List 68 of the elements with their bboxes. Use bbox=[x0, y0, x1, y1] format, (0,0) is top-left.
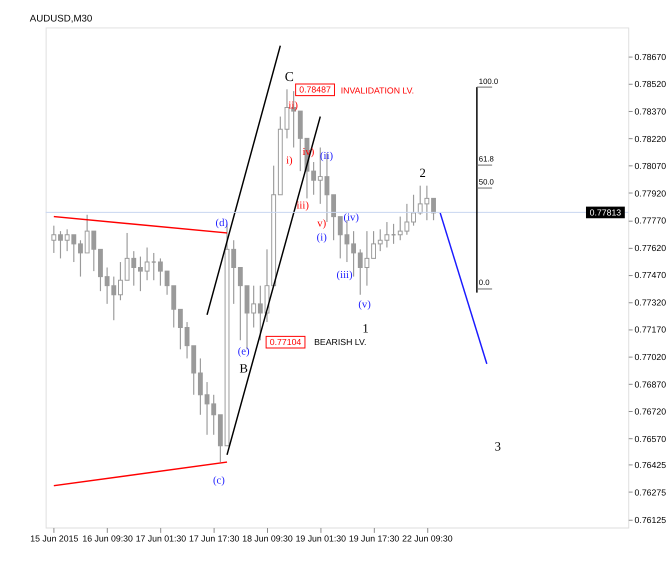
annotation: (ii) bbox=[320, 150, 334, 162]
candlestick bbox=[378, 228, 383, 252]
candlestick bbox=[398, 216, 403, 241]
annotation: (e) bbox=[238, 345, 250, 358]
annotation: 50.0 bbox=[478, 177, 494, 186]
candlestick bbox=[111, 276, 116, 321]
y-tick-label: 0.78070 bbox=[634, 161, 666, 172]
annotation: INVALIDATION LV. bbox=[340, 86, 414, 96]
x-tick-label: 22 Jun 09:30 bbox=[402, 534, 453, 544]
annotation: ii) bbox=[288, 99, 298, 112]
y-tick-label: 0.76720 bbox=[634, 406, 666, 417]
y-tick-label: 0.77770 bbox=[634, 216, 666, 226]
y-tick-label: 0.76425 bbox=[634, 460, 666, 470]
y-tick-label: 0.77320 bbox=[634, 297, 666, 308]
annotation: C bbox=[284, 68, 294, 84]
y-tick-label: 0.76125 bbox=[634, 514, 666, 525]
candlestick bbox=[338, 216, 343, 259]
annotation: i) bbox=[286, 154, 294, 166]
annotation: iii) bbox=[296, 199, 310, 212]
y-tick-label: 0.78220 bbox=[634, 134, 666, 144]
chart-title: AUDUSD,M30 bbox=[30, 14, 93, 25]
annotation: BEARISH LV. bbox=[314, 337, 366, 348]
candlestick bbox=[390, 223, 396, 244]
annotation: 0.78487 bbox=[299, 84, 331, 95]
x-tick-label: 19 Jun 17:30 bbox=[348, 534, 400, 544]
x-tick-label: 17 Jun 01:30 bbox=[136, 534, 186, 544]
annotation: 61.8 bbox=[478, 154, 494, 164]
annotation: 2 bbox=[419, 166, 426, 180]
ref-line-label: 0.77813 bbox=[590, 207, 622, 218]
annotation: (iii) bbox=[336, 269, 353, 282]
candlestick bbox=[151, 252, 156, 281]
x-tick-label: 15 Jun 2015 bbox=[30, 534, 78, 544]
candlestick bbox=[358, 248, 363, 296]
candlestick bbox=[384, 221, 390, 248]
annotation: (iv) bbox=[344, 211, 360, 224]
y-tick-label: 0.76275 bbox=[634, 487, 666, 498]
candlestick bbox=[211, 394, 216, 436]
annotation: (c) bbox=[212, 474, 226, 487]
candlestick bbox=[91, 230, 96, 272]
annotation: (d) bbox=[216, 216, 228, 229]
candlestick bbox=[231, 240, 236, 304]
annotation: (v) bbox=[358, 298, 372, 310]
x-tick-label: 16 Jun 09:30 bbox=[82, 534, 133, 544]
annotation: 0.77104 bbox=[270, 337, 302, 348]
y-tick-label: 0.76870 bbox=[634, 379, 666, 390]
annotation: B bbox=[239, 362, 248, 376]
y-tick-label: 0.77170 bbox=[634, 324, 666, 335]
annotation: 1 bbox=[362, 321, 369, 336]
y-tick-label: 0.77920 bbox=[634, 188, 666, 198]
annotation: (i) bbox=[316, 232, 328, 244]
annotation: v) bbox=[317, 218, 327, 230]
annotation: 0.0 bbox=[478, 278, 490, 288]
annotation: iv) bbox=[302, 146, 315, 158]
candlestick bbox=[131, 250, 136, 286]
y-tick-label: 0.78370 bbox=[634, 106, 666, 117]
annotation: 3 bbox=[494, 440, 501, 454]
x-tick-label: 19 Jun 01:30 bbox=[296, 534, 346, 544]
y-tick-label: 0.78670 bbox=[634, 52, 666, 62]
y-tick-label: 0.76570 bbox=[634, 434, 666, 444]
candlestick bbox=[71, 234, 76, 263]
candlestick bbox=[171, 285, 176, 328]
y-tick-label: 0.78520 bbox=[634, 79, 666, 90]
x-tick-label: 18 Jun 09:30 bbox=[242, 534, 293, 544]
y-tick-label: 0.77020 bbox=[634, 352, 666, 362]
annotation: 100.0 bbox=[478, 77, 498, 86]
y-tick-label: 0.77620 bbox=[634, 242, 666, 253]
y-tick-label: 0.77470 bbox=[634, 270, 666, 280]
x-tick-label: 17 Jun 17:30 bbox=[188, 534, 240, 544]
